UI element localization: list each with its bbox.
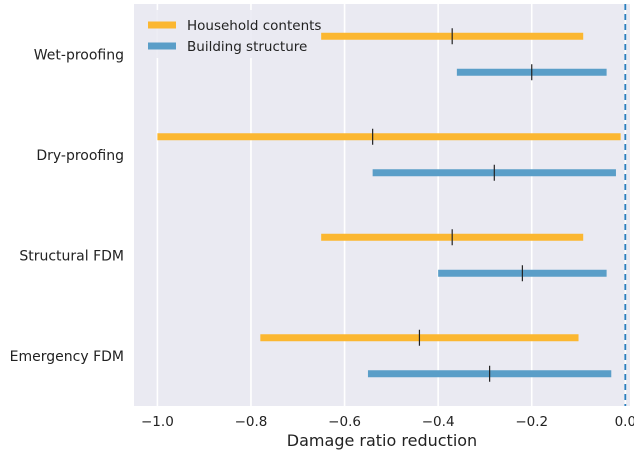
category-label-2: Structural FDM — [19, 248, 124, 264]
x-tick-label-2: −0.6 — [328, 414, 361, 430]
category-label-3: Emergency FDM — [10, 349, 124, 365]
x-tick-label-1: −0.8 — [235, 414, 268, 430]
legend-label-1: Building structure — [187, 39, 307, 55]
category-label-0: Wet-proofing — [34, 47, 124, 63]
legend: Household contents Building structure — [140, 10, 321, 58]
plot-area — [134, 4, 630, 406]
category-labels: Wet-proofing Dry-proofing Structural FDM Em… — [10, 47, 124, 365]
legend-box — [140, 10, 318, 58]
x-axis-label: Damage ratio reduction — [287, 431, 477, 450]
x-tick-labels: −1.0 −0.8 −0.6 −0.4 −0.2 0.0 — [141, 414, 634, 430]
x-tick-label-4: −0.2 — [515, 414, 548, 430]
x-tick-label-0: −1.0 — [141, 414, 174, 430]
category-label-1: Dry-proofing — [36, 148, 124, 164]
x-tick-label-3: −0.4 — [422, 414, 455, 430]
x-tick-label-5: 0.0 — [615, 414, 634, 430]
range-bars — [157, 28, 621, 382]
legend-label-0: Household contents — [187, 18, 321, 34]
